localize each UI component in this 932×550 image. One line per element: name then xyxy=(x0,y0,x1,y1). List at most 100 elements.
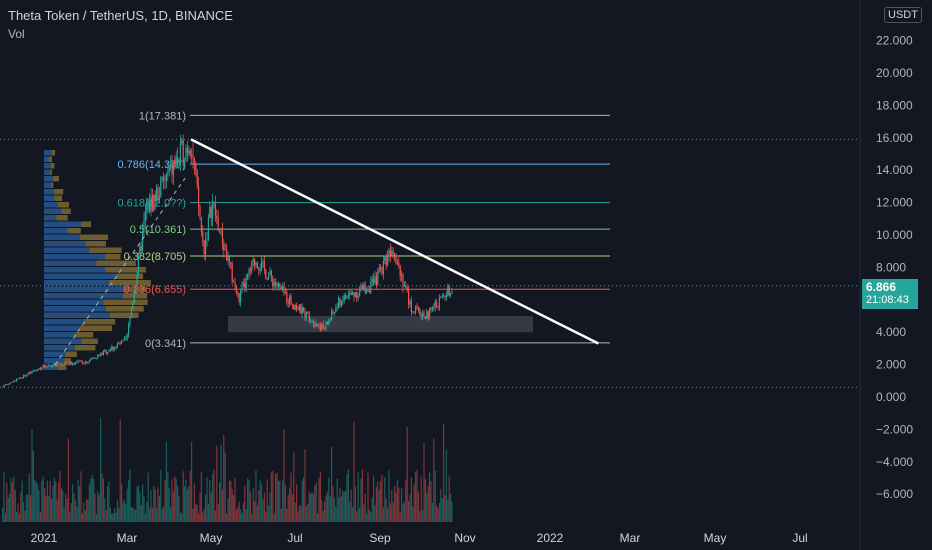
volume-bar xyxy=(244,485,246,522)
volume-bar xyxy=(72,484,74,522)
volume-bar xyxy=(210,492,212,522)
volume-bar xyxy=(202,512,204,522)
volume-bar xyxy=(342,490,344,522)
volume-bar xyxy=(424,478,426,522)
volume-bar xyxy=(240,509,242,522)
candle-body xyxy=(107,351,109,354)
volume-bar xyxy=(297,511,299,522)
candle-body xyxy=(143,220,145,231)
volume-profile-down-row xyxy=(81,338,98,344)
volume-bar xyxy=(413,484,415,522)
volume-bar xyxy=(184,486,186,522)
volume-indicator-label[interactable]: Vol xyxy=(8,27,25,41)
candle-body xyxy=(44,365,46,367)
candle-body xyxy=(228,256,230,263)
candle-body xyxy=(191,154,193,156)
candle-body xyxy=(24,375,26,377)
candle-body xyxy=(436,301,438,308)
symbol-title[interactable]: Theta Token / TetherUS, 1D, BINANCE xyxy=(8,8,233,23)
volume-profile-down-row xyxy=(103,299,148,305)
candle-body xyxy=(59,362,61,365)
currency-unit-button[interactable]: USDT xyxy=(884,7,922,23)
volume-bar xyxy=(307,503,309,522)
volume-bar xyxy=(329,496,331,522)
volume-bar xyxy=(280,508,282,522)
trendline[interactable] xyxy=(54,138,599,365)
candle-body xyxy=(248,268,250,275)
volume-profile-up-row xyxy=(44,202,58,208)
volume-bar xyxy=(235,509,237,522)
candle-body xyxy=(184,161,186,166)
volume-bar xyxy=(11,482,13,522)
volume-bar xyxy=(219,482,221,522)
candle-body xyxy=(305,311,307,319)
candle-body xyxy=(13,380,15,383)
candle-body xyxy=(406,287,408,291)
volume-profile-up-row xyxy=(44,293,123,299)
volume-bar xyxy=(51,498,53,522)
candle-body xyxy=(388,250,390,256)
volume-bar xyxy=(326,491,328,522)
candle-body xyxy=(317,324,319,326)
candle-body xyxy=(403,286,405,287)
candle-body xyxy=(23,375,25,378)
candle-body xyxy=(272,277,274,287)
volume-bar xyxy=(359,508,361,522)
candle-body xyxy=(3,384,5,387)
candle-body xyxy=(256,262,258,269)
price-axis[interactable]: 22.000 20.000 18.000 16.000 14.000 12.000 10.0… xyxy=(876,34,913,502)
volume-bar xyxy=(167,472,169,522)
candle-body xyxy=(28,372,30,374)
candle-body xyxy=(333,312,335,314)
candle-body xyxy=(342,300,344,302)
candle-body xyxy=(178,160,180,164)
candle-body xyxy=(157,187,159,200)
volume-bar xyxy=(115,512,117,522)
candle-body xyxy=(401,274,403,277)
candle-body xyxy=(136,274,138,286)
candle-body xyxy=(160,178,162,197)
volume-bar xyxy=(349,501,351,522)
volume-bar xyxy=(347,469,349,522)
candle-body xyxy=(289,295,291,304)
candle-body xyxy=(175,157,177,168)
volume-bar xyxy=(234,477,236,522)
volume-bar xyxy=(25,494,27,522)
candle-body xyxy=(116,343,118,347)
candle-body xyxy=(76,361,78,363)
volume-bar xyxy=(13,476,15,522)
volume-bar xyxy=(357,472,359,522)
volume-bar xyxy=(287,494,289,522)
candle-body xyxy=(123,338,125,341)
grid xyxy=(0,0,861,550)
volume-profile-down-row xyxy=(74,345,96,351)
volume-profile-up-row xyxy=(44,351,66,357)
candle-body xyxy=(268,275,270,280)
fib-level-label: 0.5(10.361) xyxy=(130,224,186,236)
volume-bar xyxy=(255,470,257,522)
price-tick-label: −6.000 xyxy=(876,487,913,501)
candle-body xyxy=(412,311,414,313)
volume-bar xyxy=(28,473,30,522)
candle-body xyxy=(165,173,167,181)
time-axis[interactable]: 2021 Mar May Jul Sep Nov 2022 Mar May Jul xyxy=(31,531,808,545)
volume-bar xyxy=(107,485,109,522)
candle-body xyxy=(186,147,188,153)
candle-body xyxy=(353,292,355,297)
volume-bar xyxy=(128,480,130,522)
volume-bar xyxy=(417,491,419,522)
volume-profile-down-row xyxy=(65,351,77,357)
volume-profile-down-row xyxy=(122,293,148,299)
candle-body xyxy=(420,314,422,317)
volume-bar xyxy=(142,484,144,522)
volume-bar xyxy=(436,505,438,522)
volume-bar xyxy=(345,490,347,522)
current-price-label: 6.866 21:08:43 xyxy=(862,279,918,309)
candle-body xyxy=(150,195,152,212)
volume-bar xyxy=(34,480,36,522)
volume-bar xyxy=(80,471,82,522)
volume-bar xyxy=(18,513,20,522)
candle-body xyxy=(142,230,144,251)
volume-bar xyxy=(139,492,141,522)
